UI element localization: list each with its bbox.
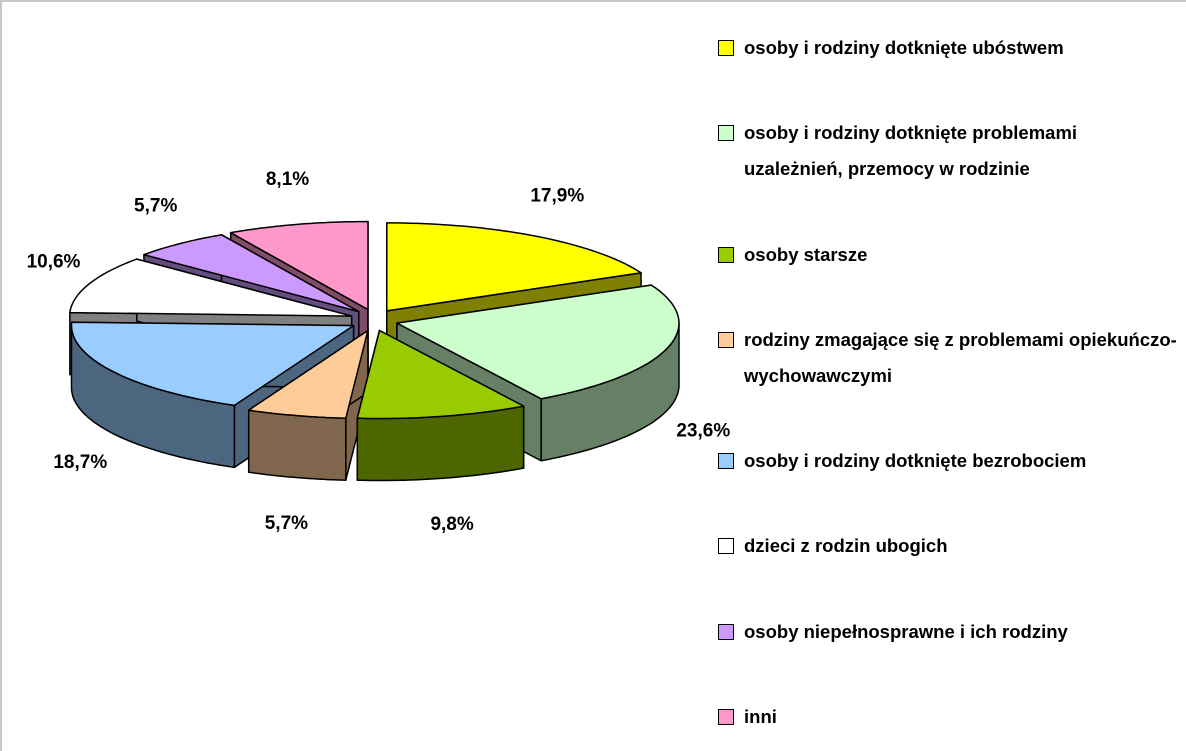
legend-item: osoby starsze xyxy=(718,237,1178,273)
legend-item: rodziny zmagające się z problemami opiek… xyxy=(718,322,1178,394)
data-label: 8,1% xyxy=(266,169,309,190)
legend-item: osoby i rodziny dotknięte bezrobociem xyxy=(718,443,1178,479)
legend-item: osoby niepełnosprawne i ich rodziny xyxy=(718,614,1178,650)
legend-swatch xyxy=(718,623,734,640)
legend: osoby i rodziny dotknięte ubóstwem osoby … xyxy=(718,30,1178,735)
legend-swatch xyxy=(718,246,734,263)
legend-swatch xyxy=(718,40,734,56)
slice-top xyxy=(70,321,355,407)
slice-top xyxy=(229,220,369,311)
legend-label: rodziny zmagające się z problemami opiek… xyxy=(744,328,1177,386)
slice xyxy=(247,329,369,481)
legend-label: osoby niepełnosprawne i ich rodziny xyxy=(744,620,1068,642)
data-label: 10,6% xyxy=(27,251,81,272)
data-label: 17,9% xyxy=(530,186,584,207)
legend-item: dzieci z rodzin ubogich xyxy=(718,528,1178,564)
slice-wall xyxy=(247,409,347,481)
legend-swatch xyxy=(718,708,734,725)
legend-label: inni xyxy=(744,705,777,727)
legend-item: osoby i rodziny dotknięte problemami uza… xyxy=(718,115,1178,187)
legend-swatch xyxy=(718,331,734,348)
data-label: 18,7% xyxy=(53,452,107,473)
slice-top xyxy=(247,329,369,419)
slice-top xyxy=(396,284,680,400)
data-label: 23,6% xyxy=(676,421,730,442)
legend-label: dzieci z rodzin ubogich xyxy=(744,535,948,557)
slice-top xyxy=(386,222,642,312)
legend-swatch xyxy=(718,453,734,470)
legend-item: osoby i rodziny dotknięte ubóstwem xyxy=(718,30,1178,66)
slice-top xyxy=(69,258,353,317)
legend-item: inni xyxy=(718,699,1178,735)
legend-label: osoby i rodziny dotknięte problemami uza… xyxy=(744,122,1078,180)
legend-swatch xyxy=(718,125,734,142)
legend-label: osoby i rodziny dotknięte bezrobociem xyxy=(744,450,1087,472)
data-label: 5,7% xyxy=(134,196,177,217)
data-label: 5,7% xyxy=(265,513,308,534)
data-label: 9,8% xyxy=(430,514,473,535)
slice-top xyxy=(143,234,360,313)
legend-label: osoby starsze xyxy=(744,243,868,265)
slice-top xyxy=(356,329,525,420)
legend-swatch xyxy=(718,538,734,555)
legend-label: osoby i rodziny dotknięte ubóstwem xyxy=(744,37,1064,58)
slice xyxy=(356,329,525,482)
